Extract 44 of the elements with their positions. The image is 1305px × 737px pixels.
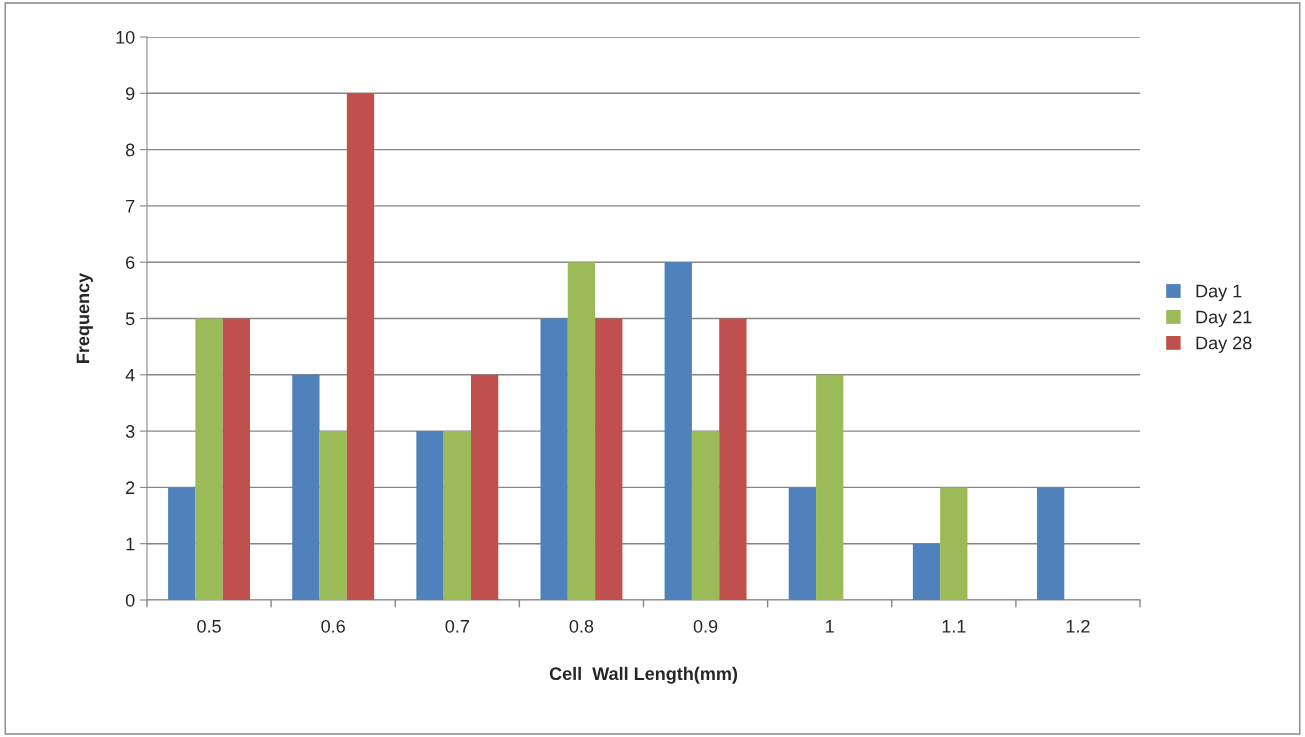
bar xyxy=(664,262,692,600)
bar xyxy=(788,487,817,600)
y-tick-label: 2 xyxy=(126,481,135,494)
y-tick-label: 1 xyxy=(126,537,135,551)
bar xyxy=(691,431,720,600)
bar xyxy=(595,318,623,600)
bar xyxy=(940,487,968,600)
bar xyxy=(470,374,499,600)
bar xyxy=(816,374,844,600)
legend-label: Day 28 xyxy=(1196,336,1252,353)
bar xyxy=(195,318,223,600)
bar xyxy=(222,318,251,600)
bar xyxy=(443,431,471,600)
bar xyxy=(567,262,596,600)
bar xyxy=(319,431,347,600)
bar xyxy=(346,93,375,600)
x-tick-label: 0.9 xyxy=(693,619,718,633)
x-tick-label: 1.2 xyxy=(1066,619,1090,633)
bar xyxy=(1036,487,1065,600)
y-tick-label: 10 xyxy=(116,30,135,44)
legend-label: Day 21 xyxy=(1196,310,1252,327)
bar xyxy=(168,487,196,600)
y-tick-label: 5 xyxy=(125,312,135,326)
x-tick-label: 0.7 xyxy=(445,619,469,633)
bar xyxy=(540,318,568,600)
x-tick-label: 0.6 xyxy=(321,619,345,633)
y-tick-label: 4 xyxy=(125,368,135,382)
y-tick-label: 6 xyxy=(126,256,135,269)
bar xyxy=(912,543,941,600)
y-tick-label: 7 xyxy=(126,200,135,213)
y-tick-label: 9 xyxy=(126,87,135,101)
bar xyxy=(416,431,444,600)
y-axis-title: Frequency xyxy=(76,272,93,363)
x-axis-title: Cell Wall Length(mm) xyxy=(549,666,738,684)
x-tick-label: 0.8 xyxy=(569,619,594,633)
x-tick-label: 1 xyxy=(826,620,834,633)
y-tick-label: 8 xyxy=(125,143,135,157)
x-tick-label: 1.1 xyxy=(942,620,966,633)
bar xyxy=(292,374,320,600)
y-tick-label: 3 xyxy=(125,425,135,438)
x-tick-label: 0.5 xyxy=(197,619,221,633)
legend-label: Day 1 xyxy=(1196,284,1242,302)
y-tick-label: 0 xyxy=(125,593,135,607)
bar xyxy=(719,318,747,600)
